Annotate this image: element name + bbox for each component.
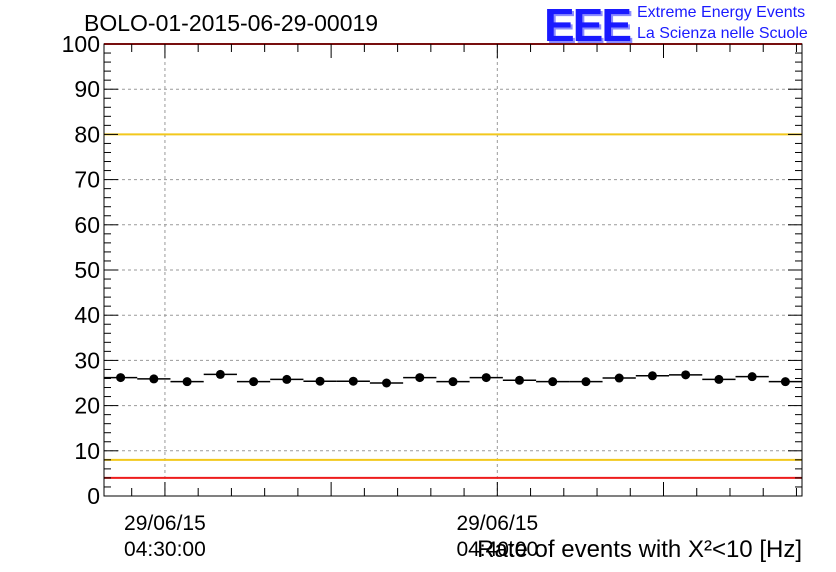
data-point [282, 374, 292, 384]
data-point [149, 374, 159, 384]
data-point [448, 377, 458, 387]
data-point [581, 377, 591, 387]
data-point [415, 373, 425, 383]
data-point [215, 369, 225, 379]
eee-logo-mark: EEE [544, 0, 632, 51]
y-tick-label: 40 [74, 302, 100, 328]
x-tick-time-label: 04:40:00 [456, 538, 538, 561]
data-point [514, 375, 524, 385]
y-tick-label: 50 [74, 257, 100, 283]
y-tick-label: 0 [87, 483, 100, 509]
chart-title: BOLO-01-2015-06-29-00019 [84, 10, 379, 36]
data-point [116, 373, 126, 383]
data-point [714, 374, 724, 384]
data-point [614, 373, 624, 383]
data-point [382, 378, 392, 388]
y-tick-label: 90 [74, 76, 100, 102]
data-point [747, 372, 757, 382]
y-tick-label: 100 [62, 31, 100, 57]
y-tick-label: 10 [74, 438, 100, 464]
data-point [780, 377, 790, 387]
data-point [548, 377, 558, 387]
y-tick-label: 20 [74, 393, 100, 419]
x-tick-date-label: 29/06/15 [124, 512, 206, 535]
eee-logo: EEE Extreme Energy Events La Scienza nel… [544, 0, 834, 51]
x-tick-time-label: 04:30:00 [124, 538, 206, 561]
x-tick-date-label: 29/06/15 [456, 512, 538, 535]
data-point [348, 376, 358, 386]
data-point [481, 373, 491, 383]
data-point [681, 370, 691, 380]
data-point [249, 377, 259, 387]
data-point [647, 371, 657, 381]
logo-line-2: La Scienza nelle Scuole [637, 25, 808, 42]
y-tick-label: 70 [74, 167, 100, 193]
data-point [182, 377, 192, 387]
y-tick-label: 80 [74, 121, 100, 147]
y-tick-label: 60 [74, 212, 100, 238]
data-point [315, 376, 325, 386]
y-axis-title: Rate of events with X²<10 [Hz] [477, 536, 802, 563]
y-tick-label: 30 [74, 347, 100, 373]
logo-line-1: Extreme Energy Events [637, 4, 806, 21]
